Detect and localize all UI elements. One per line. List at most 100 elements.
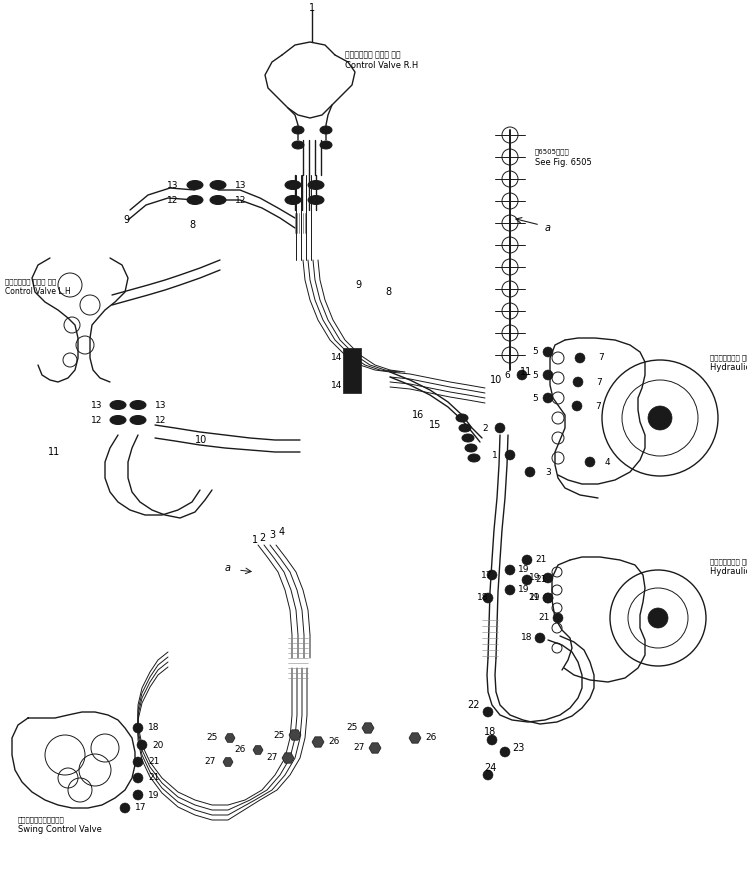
- Ellipse shape: [130, 400, 146, 409]
- Ellipse shape: [320, 126, 332, 134]
- Text: 7: 7: [595, 401, 601, 410]
- Circle shape: [525, 467, 535, 477]
- Text: コントロール バルブ 左側: コントロール バルブ 左側: [5, 279, 56, 285]
- Circle shape: [137, 740, 147, 750]
- Text: 旋回コントロールバルブ: 旋回コントロールバルブ: [18, 817, 65, 823]
- Ellipse shape: [459, 424, 471, 432]
- Text: Swing Control Valve: Swing Control Valve: [18, 826, 102, 835]
- Text: a: a: [545, 223, 551, 233]
- Ellipse shape: [285, 181, 301, 190]
- Text: Control Valve R.H: Control Valve R.H: [345, 60, 418, 69]
- Text: 7: 7: [596, 377, 602, 386]
- Circle shape: [648, 608, 668, 628]
- Text: 26: 26: [328, 737, 339, 747]
- Text: ハイドロリック ポンプ: ハイドロリック ポンプ: [710, 354, 747, 361]
- Text: 21: 21: [535, 556, 546, 564]
- Text: 13: 13: [90, 400, 102, 409]
- Text: See Fig. 6505: See Fig. 6505: [535, 158, 592, 167]
- Text: 13: 13: [155, 400, 167, 409]
- Text: 18: 18: [521, 633, 532, 642]
- Circle shape: [487, 570, 497, 580]
- Ellipse shape: [187, 181, 203, 190]
- Text: 25: 25: [347, 724, 358, 733]
- Ellipse shape: [187, 196, 203, 205]
- Text: 9: 9: [355, 280, 361, 290]
- Ellipse shape: [210, 181, 226, 190]
- Text: 2: 2: [259, 533, 265, 543]
- Text: 18: 18: [477, 594, 488, 602]
- Circle shape: [572, 401, 582, 411]
- Circle shape: [133, 790, 143, 800]
- Text: 8: 8: [385, 287, 391, 297]
- Text: 16: 16: [412, 410, 424, 420]
- Circle shape: [517, 370, 527, 380]
- Circle shape: [535, 633, 545, 643]
- Ellipse shape: [468, 454, 480, 462]
- Polygon shape: [362, 723, 374, 734]
- Text: 25: 25: [273, 730, 285, 740]
- Text: 12: 12: [235, 196, 247, 205]
- Circle shape: [483, 707, 493, 717]
- Circle shape: [495, 423, 505, 433]
- Circle shape: [133, 757, 143, 767]
- Text: 17: 17: [135, 804, 146, 812]
- Text: 9: 9: [124, 215, 130, 225]
- Text: 18: 18: [484, 727, 496, 737]
- Ellipse shape: [308, 181, 324, 190]
- Ellipse shape: [465, 444, 477, 452]
- Circle shape: [505, 565, 515, 575]
- Text: Control Valve L.H: Control Valve L.H: [5, 287, 71, 297]
- Text: 27: 27: [353, 743, 365, 752]
- Text: 19: 19: [528, 573, 540, 582]
- Text: 23: 23: [512, 743, 524, 753]
- Text: 21: 21: [535, 576, 546, 585]
- Ellipse shape: [292, 126, 304, 134]
- Text: 4: 4: [605, 457, 610, 467]
- Circle shape: [553, 613, 563, 623]
- Text: 26: 26: [425, 734, 436, 742]
- Text: 1: 1: [252, 535, 258, 545]
- Ellipse shape: [130, 416, 146, 424]
- Circle shape: [522, 575, 532, 585]
- Text: 2: 2: [483, 424, 488, 432]
- Circle shape: [483, 770, 493, 780]
- Polygon shape: [223, 758, 233, 766]
- Text: 20: 20: [152, 741, 164, 750]
- Text: 12: 12: [90, 416, 102, 424]
- Text: 27: 27: [205, 758, 216, 766]
- Ellipse shape: [308, 196, 324, 205]
- Text: 25: 25: [207, 734, 218, 742]
- Text: 22: 22: [468, 700, 480, 710]
- Polygon shape: [282, 753, 294, 763]
- Text: 第6505図参照: 第6505図参照: [535, 149, 570, 155]
- Text: 14: 14: [331, 354, 342, 362]
- Text: 21: 21: [148, 758, 159, 766]
- Text: 12: 12: [155, 416, 167, 424]
- Circle shape: [543, 593, 553, 603]
- Text: 19: 19: [518, 586, 530, 595]
- Text: 5: 5: [533, 370, 538, 379]
- Text: 24: 24: [484, 763, 496, 773]
- Ellipse shape: [462, 434, 474, 442]
- Text: 3: 3: [545, 468, 551, 477]
- Polygon shape: [369, 742, 381, 753]
- Ellipse shape: [292, 141, 304, 149]
- Text: ハイドロリック ポンプ: ハイドロリック ポンプ: [710, 559, 747, 565]
- Circle shape: [505, 450, 515, 460]
- Text: a: a: [225, 563, 231, 573]
- Circle shape: [120, 803, 130, 813]
- Ellipse shape: [110, 400, 126, 409]
- Circle shape: [575, 353, 585, 363]
- Circle shape: [500, 747, 510, 757]
- Text: 17: 17: [480, 571, 492, 579]
- Text: 13: 13: [167, 181, 178, 190]
- Circle shape: [487, 735, 497, 745]
- Text: 5: 5: [533, 347, 538, 356]
- Circle shape: [648, 406, 672, 430]
- Text: 18: 18: [148, 724, 160, 733]
- Ellipse shape: [110, 416, 126, 424]
- Text: 7: 7: [598, 354, 604, 362]
- Circle shape: [522, 555, 532, 565]
- Circle shape: [543, 347, 553, 357]
- Text: 19: 19: [148, 790, 160, 799]
